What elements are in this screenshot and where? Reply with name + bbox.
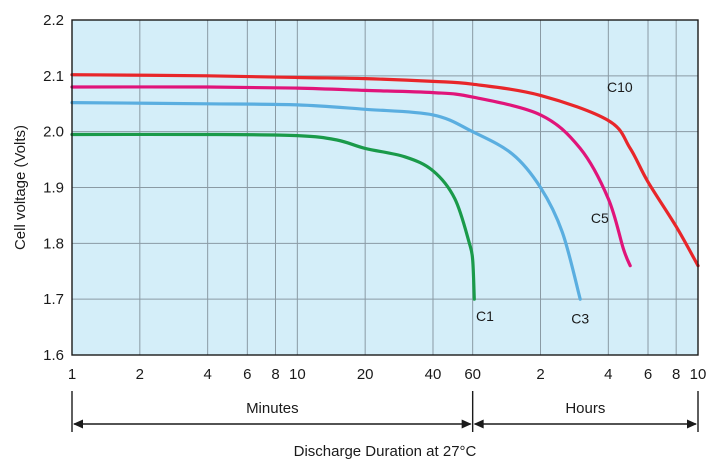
range-label-hours: Hours	[565, 400, 605, 417]
range-arrow-head-right	[687, 419, 697, 429]
curve-label-c5: C5	[591, 210, 609, 226]
x-tick-label: 6	[243, 366, 251, 383]
range-label-minutes: Minutes	[246, 400, 299, 417]
x-tick-label: 8	[672, 366, 680, 383]
x-tick-label: 2	[536, 366, 544, 383]
series-line-c10	[70, 73, 700, 268]
range-arrow-head-left	[473, 419, 484, 429]
x-tick-label: 4	[203, 366, 211, 383]
y-tick-label: 1.9	[43, 180, 64, 197]
x-tick-label: 8	[271, 366, 279, 383]
y-tick-label: 2.0	[43, 124, 64, 141]
x-tick-label: 20	[357, 366, 374, 383]
series-line-c1	[70, 132, 476, 301]
y-tick-labels: 1.6 1.7 1.8 1.9 2.0 2.1 2.2	[43, 12, 64, 364]
series-line-c5	[70, 85, 632, 268]
x-tick-label: 1	[68, 366, 76, 383]
x-tick-label: 40	[425, 366, 442, 383]
x-tick-label: 4	[604, 366, 612, 383]
x-tick-label: 6	[644, 366, 652, 383]
curve-labels: C1 C3 C5 C10	[476, 79, 633, 327]
series-lines	[70, 73, 700, 301]
y-axis-label: Cell voltage (Volts)	[12, 125, 29, 250]
plot-frame	[71, 19, 699, 356]
series-line-c3	[70, 101, 582, 301]
curve-label-c3: C3	[571, 311, 589, 327]
x-tick-label: 10	[690, 366, 707, 383]
x-tick-label: 10	[289, 366, 306, 383]
y-tick-label: 1.6	[43, 347, 64, 364]
x-tick-label: 60	[464, 366, 481, 383]
x-tick-labels: 1 2 4 6 8 10 20 40 60 2 4 6 8 10	[68, 366, 707, 383]
curve-label-c10: C10	[607, 79, 633, 95]
y-tick-label: 2.2	[43, 12, 64, 29]
range-arrow-head-left	[73, 419, 83, 429]
range-arrow-head-right	[461, 419, 472, 429]
x-tick-label: 2	[136, 366, 144, 383]
duration-ranges: Minutes Hours	[71, 391, 699, 432]
y-tick-label: 2.1	[43, 68, 64, 85]
curve-label-c1: C1	[476, 308, 494, 324]
y-tick-label: 1.8	[43, 235, 64, 252]
y-tick-label: 1.7	[43, 291, 64, 308]
x-axis-title: Discharge Duration at 27°C	[294, 443, 477, 460]
